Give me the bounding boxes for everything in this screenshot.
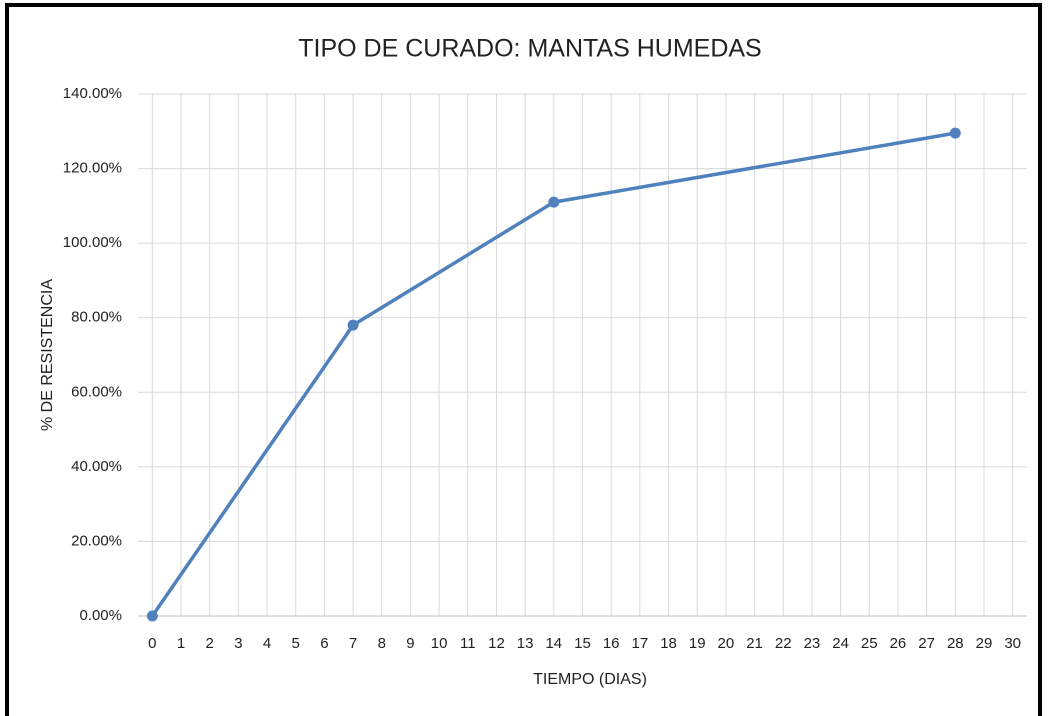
- x-tick-label: 3: [234, 635, 242, 652]
- x-tick-label: 1: [177, 635, 185, 652]
- y-tick-label: 80.00%: [71, 309, 122, 326]
- x-tick-label: 23: [804, 635, 821, 652]
- x-tick-label: 25: [861, 635, 878, 652]
- data-point: [146, 610, 158, 622]
- x-tick-label: 16: [603, 635, 620, 652]
- x-tick-label: 22: [775, 635, 792, 652]
- x-tick-label: 12: [488, 635, 505, 652]
- y-tick-label: 40.00%: [71, 458, 122, 475]
- x-tick-label: 11: [460, 635, 476, 652]
- x-tick-label: 5: [292, 635, 300, 652]
- x-tick-label: 0: [148, 635, 156, 652]
- x-tick-label: 21: [746, 635, 763, 652]
- x-tick-label: 10: [431, 635, 448, 652]
- x-tick-label: 29: [976, 635, 993, 652]
- x-axis-label: TIEMPO (DIAS): [533, 671, 647, 688]
- x-tick-label: 17: [632, 635, 649, 652]
- x-tick-label: 28: [947, 635, 964, 652]
- y-tick-label: 0.00%: [79, 607, 122, 624]
- y-tick-label: 140.00%: [63, 85, 122, 102]
- x-tick-label: 7: [349, 635, 357, 652]
- x-tick-label: 26: [890, 635, 907, 652]
- y-tick-label: 60.00%: [71, 383, 122, 400]
- x-tick-label: 2: [206, 635, 214, 652]
- x-tick-label: 18: [660, 635, 677, 652]
- y-tick-label: 100.00%: [63, 234, 122, 251]
- y-tick-label: 20.00%: [71, 532, 122, 549]
- x-tick-label: 13: [517, 635, 534, 652]
- x-tick-label: 30: [1004, 635, 1021, 652]
- x-tick-label: 20: [718, 635, 735, 652]
- x-tick-label: 9: [406, 635, 414, 652]
- x-tick-label: 8: [378, 635, 386, 652]
- x-tick-label: 14: [545, 635, 562, 652]
- chart-title: TIPO DE CURADO: MANTAS HUMEDAS: [298, 35, 761, 63]
- x-tick-label: 4: [263, 635, 271, 652]
- x-tick-label: 15: [574, 635, 591, 652]
- x-tick-label: 6: [320, 635, 328, 652]
- x-tick-label: 19: [689, 635, 706, 652]
- x-tick-label: 27: [918, 635, 935, 652]
- data-point: [347, 319, 359, 331]
- data-line: [150, 131, 956, 617]
- y-axis-label: % DE RESISTENCIA: [39, 279, 56, 431]
- data-point: [949, 127, 961, 139]
- data-point: [548, 196, 560, 208]
- frame: [5, 3, 1042, 716]
- y-tick-label: 120.00%: [63, 160, 122, 177]
- x-tick-label: 24: [832, 635, 849, 652]
